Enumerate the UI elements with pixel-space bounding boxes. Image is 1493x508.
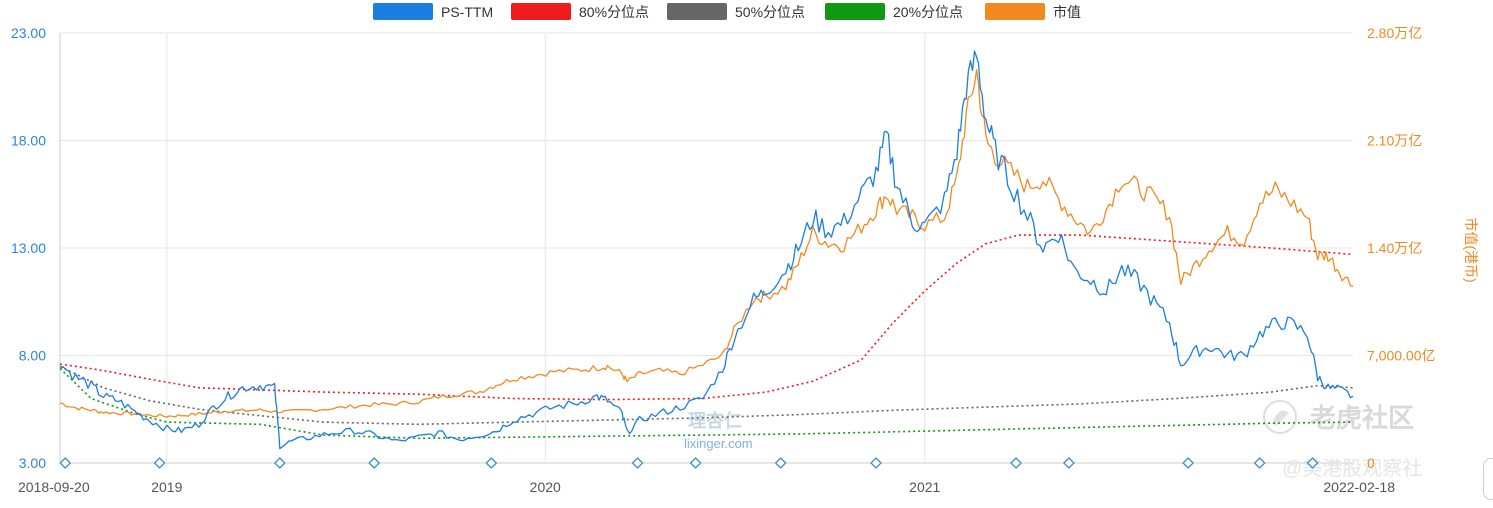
- x-axis-tick-label: 2022-02-18: [1323, 479, 1395, 495]
- event-marker: [368, 457, 381, 469]
- scrollbar-edge[interactable]: [1483, 458, 1493, 500]
- event-marker: [631, 457, 644, 469]
- grid: [59, 32, 1353, 464]
- x-axis-tick-label: 2020: [530, 479, 561, 495]
- event-marker: [774, 457, 787, 469]
- legend: PS-TTM 80%分位点 50%分位点 20%分位点 市值: [373, 3, 1081, 20]
- legend-label: 50%分位点: [735, 4, 805, 20]
- series-ps-ttm-line: [59, 50, 1354, 450]
- legend-swatch: [825, 3, 885, 20]
- legend-item[interactable]: 80%分位点: [511, 3, 649, 20]
- series-layer: [59, 50, 1354, 450]
- event-marker: [273, 457, 286, 469]
- series-p20-line: [59, 367, 1354, 440]
- tiger-author-text: @美港股观察社: [1282, 457, 1422, 480]
- event-marker: [1062, 457, 1075, 469]
- event-marker: [870, 457, 882, 469]
- legend-item[interactable]: PS-TTM: [373, 3, 493, 20]
- left-axis-tick-label: 8.00: [19, 348, 46, 364]
- series-p80-line: [59, 234, 1354, 401]
- event-marker: [1253, 457, 1266, 469]
- right-axis-tick-label: 7,000.00亿: [1367, 348, 1436, 364]
- right-axis-tick-label: 0: [1367, 455, 1375, 471]
- left-axis-tick-label: 18.00: [11, 133, 46, 149]
- tiger-logo-icon: [1263, 400, 1297, 434]
- left-axis-tick-label: 23.00: [11, 25, 46, 41]
- tiger-community-text: 老虎社区: [1310, 403, 1414, 433]
- legend-swatch: [373, 3, 433, 20]
- right-axis-tick-label: 2.10万亿: [1367, 133, 1422, 149]
- left-axis-tick-label: 13.00: [11, 240, 46, 256]
- series-p50-line: [59, 365, 1354, 426]
- event-marker: [689, 457, 702, 469]
- left-axis-ticks: 23.00 18.00 13.00 8.00 3.00: [11, 25, 46, 471]
- legend-label: 80%分位点: [579, 4, 649, 20]
- right-axis-title: 市值(港币): [1463, 217, 1479, 282]
- event-marker: [59, 457, 72, 469]
- x-axis-tick-label: 2019: [151, 479, 182, 495]
- left-axis-tick-label: 3.00: [19, 455, 46, 471]
- event-marker: [485, 457, 498, 469]
- right-axis-ticks: 2.80万亿 2.10万亿 1.40万亿 7,000.00亿 0: [1367, 25, 1436, 471]
- x-axis-tick-label: 2018-09-20: [18, 479, 90, 495]
- legend-swatch: [667, 3, 727, 20]
- legend-swatch: [985, 3, 1045, 20]
- x-axis-tick-label: 2021: [909, 479, 940, 495]
- lixinger-logo-text: 理杏仁: [688, 410, 742, 431]
- event-marker: [1010, 457, 1022, 469]
- event-marker: [153, 457, 166, 469]
- legend-item[interactable]: 20%分位点: [825, 3, 963, 20]
- event-marker: [1306, 457, 1319, 469]
- x-axis-ticks: 2018-09-20 2019 2020 2021 2022-02-18: [18, 479, 1395, 495]
- legend-item[interactable]: 市值: [985, 3, 1081, 20]
- legend-label: 20%分位点: [893, 4, 963, 20]
- watermark: 理杏仁 lixinger.com 老虎社区 @美港股观察社: [684, 400, 1422, 480]
- legend-label: PS-TTM: [441, 4, 493, 20]
- lixinger-site-text: lixinger.com: [684, 436, 753, 451]
- right-axis-tick-label: 1.40万亿: [1367, 240, 1422, 256]
- legend-item[interactable]: 50%分位点: [667, 3, 805, 20]
- series-market-cap-line: [59, 69, 1354, 418]
- event-markers: [59, 457, 1319, 469]
- event-marker: [1182, 457, 1195, 469]
- legend-label: 市值: [1053, 4, 1081, 20]
- legend-swatch: [511, 3, 571, 20]
- right-axis-tick-label: 2.80万亿: [1367, 25, 1422, 41]
- axes: 23.00 18.00 13.00 8.00 3.00 2.80万亿 2.10万亿 1.40…: [11, 25, 1479, 495]
